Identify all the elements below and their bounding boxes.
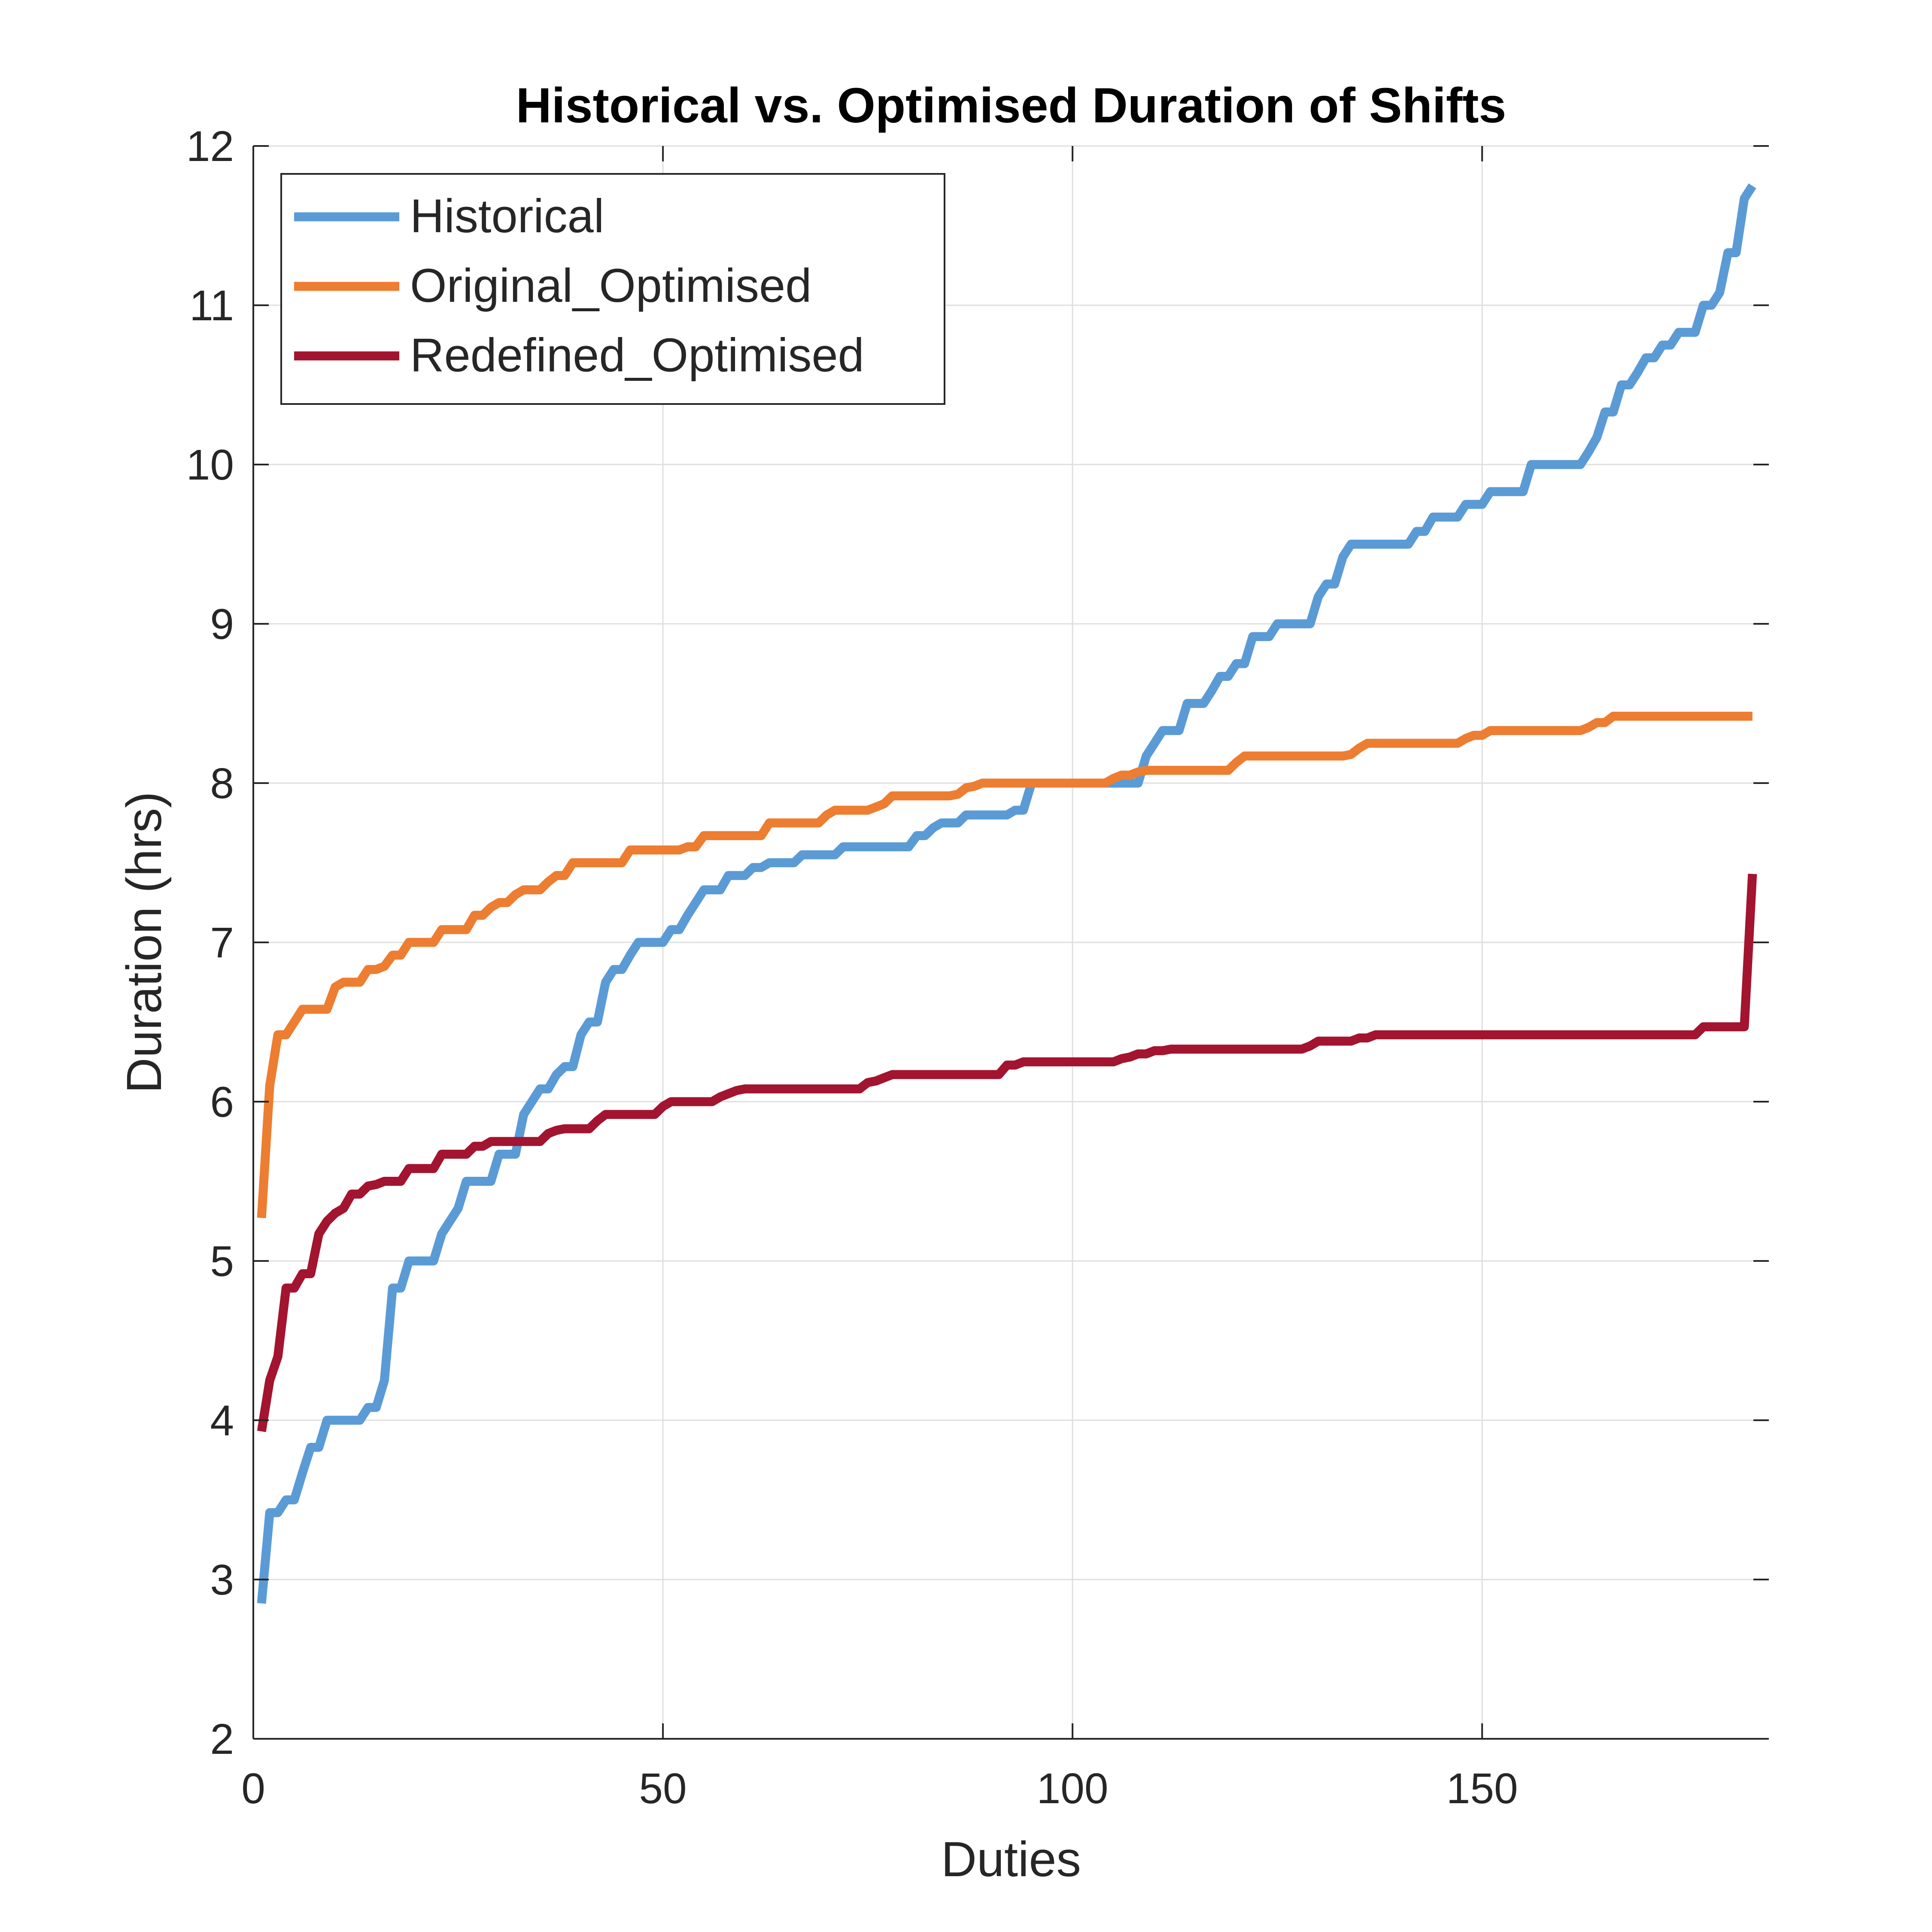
y-tick-label: 6 <box>210 1078 234 1126</box>
tick-labels: 0 50 100 150 2 3 4 5 6 7 8 9 10 11 12 <box>186 122 1518 1813</box>
y-axis-label: Duration (hrs) <box>117 792 172 1094</box>
x-axis-label: Duties <box>941 1832 1081 1887</box>
y-tick-label: 3 <box>210 1556 234 1604</box>
y-tick-label: 8 <box>210 759 234 808</box>
y-tick-label: 2 <box>210 1715 234 1763</box>
y-tick-label: 7 <box>210 919 234 967</box>
legend: Historical Original_Optimised Redefined_Op… <box>280 173 945 405</box>
x-tick-label: 0 <box>241 1765 265 1813</box>
legend-label: Original_Optimised <box>410 259 811 312</box>
series-line-redefined-optimised <box>257 873 1757 1432</box>
series-line-historical <box>257 183 1756 1604</box>
chart-title: Historical vs. Optimised Duration of Shi… <box>516 78 1507 133</box>
y-tick-label: 10 <box>186 441 234 489</box>
legend-label: Redefined_Optimised <box>410 329 864 382</box>
x-tick-label: 50 <box>639 1765 687 1813</box>
legend-label: Historical <box>410 190 604 243</box>
x-tick-label: 100 <box>1037 1765 1109 1813</box>
y-tick-label: 4 <box>210 1397 234 1445</box>
series-line-original-optimised <box>257 711 1753 1218</box>
x-tick-label: 150 <box>1446 1765 1518 1813</box>
y-tick-label: 9 <box>210 600 234 648</box>
y-tick-label: 11 <box>189 282 234 330</box>
axes <box>252 145 1769 1740</box>
y-tick-label: 5 <box>210 1237 234 1285</box>
series-layer <box>257 183 1757 1604</box>
y-tick-label: 12 <box>186 122 234 170</box>
